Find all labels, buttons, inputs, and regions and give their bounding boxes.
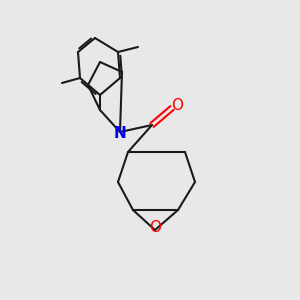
Text: O: O	[171, 98, 183, 113]
Text: N: N	[114, 127, 126, 142]
Text: O: O	[149, 220, 161, 236]
